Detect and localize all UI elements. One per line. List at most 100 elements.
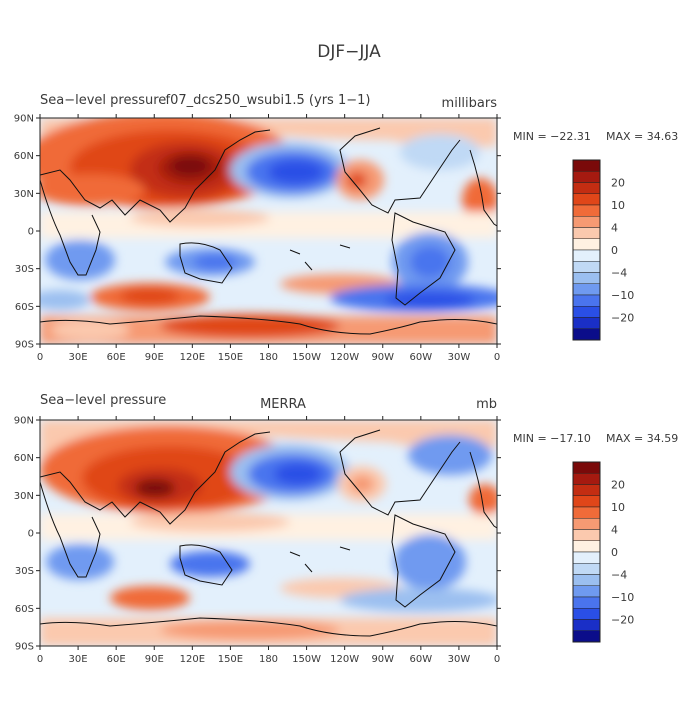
colorbar-swatch <box>572 227 601 239</box>
colorbar-swatch <box>572 574 601 586</box>
lon-tick-label: 120W <box>330 352 359 363</box>
lon-tick-label: 30W <box>448 352 471 363</box>
colorbar-swatch <box>572 563 601 575</box>
coastlines <box>40 127 497 335</box>
colorbar-swatch <box>572 484 601 496</box>
figure-title: DJF−JJA <box>317 42 381 62</box>
panel-units: millibars <box>442 96 498 111</box>
colorbar-swatch <box>572 596 601 609</box>
panel-center-title: MERRA <box>260 397 306 412</box>
lon-tick-label: 120E <box>180 352 205 363</box>
colorbar-swatch <box>572 159 601 172</box>
colorbar-swatch <box>572 182 601 194</box>
panel-units: mb <box>476 397 497 412</box>
lon-tick-label: 0 <box>37 352 43 363</box>
lon-tick-label: 150E <box>218 654 243 665</box>
lon-tick-label: 90W <box>371 352 394 363</box>
colorbar-swatch <box>572 306 601 318</box>
colorbar-tick-label: −4 <box>611 267 627 280</box>
colorbar-frame <box>572 159 601 341</box>
colorbar-swatch <box>572 608 601 620</box>
lon-tick-label: 90W <box>371 654 394 665</box>
map-field <box>40 420 497 646</box>
map-field <box>40 118 497 344</box>
lat-tick-label: 90S <box>15 642 34 653</box>
lon-tick-label: 0 <box>494 352 500 363</box>
lon-tick-label: 0 <box>494 654 500 665</box>
colorbar-swatch <box>572 461 601 474</box>
colorbar-swatch <box>572 473 601 485</box>
colorbar-swatch <box>572 619 601 631</box>
colorbar-swatch <box>572 216 601 228</box>
lon-tick-label: 60W <box>410 654 433 665</box>
max-label: MAX = 34.63 <box>606 130 678 143</box>
colorbar-tick-label: −20 <box>611 614 634 627</box>
colorbar-swatch <box>572 495 601 508</box>
min-label: MIN = −17.10 <box>513 432 591 445</box>
lon-tick-label: 180 <box>259 654 278 665</box>
colorbar-swatch <box>572 294 601 307</box>
lat-tick-label: 30N <box>14 491 34 502</box>
lon-tick-label: 30E <box>69 352 88 363</box>
panel-center-title: f07_dcs250_wsubi1.5 (yrs 1−1) <box>166 93 371 108</box>
colorbar-swatch <box>572 585 601 598</box>
colorbar-swatch <box>572 328 601 341</box>
lat-tick-label: 60N <box>14 151 34 162</box>
panel-left-title: Sea−level pressure <box>40 93 166 108</box>
lon-tick-label: 60W <box>410 352 433 363</box>
lon-tick-label: 30W <box>448 654 471 665</box>
panel-left-title: Sea−level pressure <box>40 393 166 408</box>
colorbar-swatch <box>572 272 601 284</box>
lat-tick-label: 90N <box>14 416 34 427</box>
colorbar-swatch <box>572 551 601 564</box>
lon-tick-label: 60E <box>107 352 126 363</box>
colorbar-tick-label: 4 <box>611 524 618 537</box>
lat-tick-label: 60S <box>15 604 34 615</box>
colorbar-tick-label: −10 <box>611 289 634 302</box>
lon-tick-label: 150W <box>292 352 321 363</box>
colorbar-swatch <box>572 261 601 273</box>
colorbar-tick-label: 0 <box>611 546 618 559</box>
lon-tick-label: 30E <box>69 654 88 665</box>
colorbar-swatch <box>572 317 601 329</box>
colorbar-tick-label: 20 <box>611 479 625 492</box>
colorbar-tick-label: −20 <box>611 312 634 325</box>
colorbar-swatch <box>572 193 601 206</box>
lat-tick-label: 30N <box>14 189 34 200</box>
lat-tick-label: 0 <box>28 227 34 238</box>
colorbar-swatch <box>572 204 601 217</box>
lon-tick-label: 150W <box>292 654 321 665</box>
lon-tick-label: 90E <box>145 654 164 665</box>
lon-tick-label: 150E <box>218 352 243 363</box>
colorbar-tick-label: 10 <box>611 501 625 514</box>
panel-model: Sea−level pressure f07_dcs250_wsubi1.5 (… <box>14 93 678 363</box>
lat-tick-label: 60S <box>15 302 34 313</box>
lon-tick-label: 120W <box>330 654 359 665</box>
colorbar-swatch <box>572 529 601 541</box>
colorbar-swatch <box>572 630 601 643</box>
max-label: MAX = 34.59 <box>606 432 678 445</box>
lon-tick-label: 180 <box>259 352 278 363</box>
lat-tick-label: 90N <box>14 114 34 125</box>
lon-tick-label: 120E <box>180 654 205 665</box>
colorbar-frame <box>572 461 601 643</box>
colorbar-swatch <box>572 540 601 553</box>
colorbar-swatch <box>572 518 601 530</box>
colorbar-swatch <box>572 238 601 251</box>
colorbar-tick-label: −4 <box>611 569 627 582</box>
lat-tick-label: 90S <box>15 340 34 351</box>
colorbar-swatch <box>572 506 601 519</box>
lon-tick-label: 60E <box>107 654 126 665</box>
min-label: MIN = −22.31 <box>513 130 591 143</box>
colorbar-swatch <box>572 249 601 262</box>
colorbar-tick-label: 10 <box>611 199 625 212</box>
lon-tick-label: 90E <box>145 352 164 363</box>
colorbar-tick-label: −10 <box>611 591 634 604</box>
colorbar-swatch <box>572 283 601 296</box>
lat-tick-label: 0 <box>28 529 34 540</box>
lat-tick-label: 30S <box>15 566 34 577</box>
colorbar-tick-label: 4 <box>611 222 618 235</box>
lat-tick-label: 60N <box>14 453 34 464</box>
